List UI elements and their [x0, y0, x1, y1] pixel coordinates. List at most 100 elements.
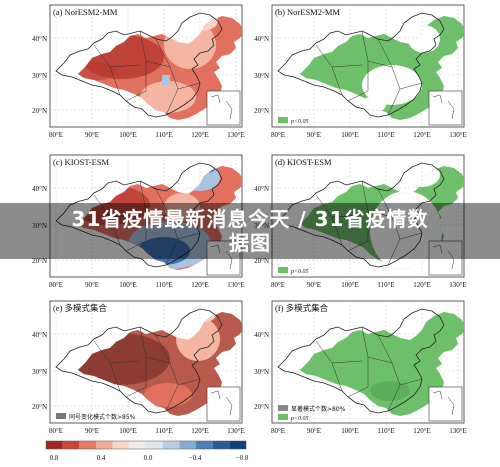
- legend-swatch: [278, 414, 288, 420]
- colorbar-swatch: [62, 441, 80, 449]
- colorbar-swatch: [96, 441, 113, 449]
- lon-tick-label: 120°E: [191, 281, 209, 289]
- lon-tick-label: 90°E: [307, 427, 321, 435]
- legend-swatch: [56, 413, 66, 419]
- map-svg: (d) KIOST-ESM p<0.05 40°N 30°N 20°N 80°E 90°E 1…: [254, 154, 467, 289]
- banner-title: 31省疫情最新消息今天 / 31省疫情数据图: [71, 207, 429, 255]
- lon-tick-label: 80°E: [271, 131, 285, 139]
- lon-tick-label: 130°E: [449, 281, 467, 289]
- lat-tick-label: 40°N: [32, 331, 47, 339]
- lon-tick-label: 100°E: [119, 131, 137, 139]
- lon-tick-label: 90°E: [85, 427, 99, 435]
- lat-tick-label: 40°N: [32, 185, 47, 193]
- lat-tick-label: 40°N: [254, 185, 269, 193]
- china-outline: [55, 162, 223, 268]
- lat-tick-label: 20°N: [254, 257, 269, 265]
- colorbar-frame: [45, 440, 247, 450]
- panel-title: (f) 多模式集合: [275, 303, 329, 313]
- lat-tick-label: 20°N: [254, 107, 269, 115]
- colorbar-swatch: [146, 441, 163, 449]
- legend-swatch: [278, 267, 288, 273]
- china-outline: [277, 162, 445, 268]
- province-lines: [315, 326, 423, 412]
- china-outline: [55, 12, 223, 118]
- lon-tick-label: 80°E: [49, 281, 63, 289]
- lon-tick-label: 110°E: [155, 427, 172, 435]
- lon-tick-label: 90°E: [85, 281, 99, 289]
- inset-islands: [210, 390, 233, 416]
- panel-title: (d) KIOST-ESM: [275, 157, 332, 167]
- panel-b: (b) NorESM2-MM p<0.05 40°N 30°N 20°N 80°E 90°E…: [250, 2, 468, 142]
- province-lines: [93, 180, 201, 266]
- lat-tick-label: 40°N: [32, 35, 47, 43]
- legend-label: 同号变化模式个数>85%: [69, 413, 136, 421]
- colorbar-swatch: [229, 441, 246, 449]
- province-lines: [93, 30, 201, 116]
- lon-tick-label: 120°E: [413, 131, 431, 139]
- map-svg: (c) KIOST-ESM 40°N 30°N 20°N 80°E 90°E 100°E 11…: [32, 154, 245, 289]
- colorbar-svg: 0.8 0.4 0.0 −0.4 −0.8: [45, 440, 249, 462]
- inset-islands: [210, 94, 233, 120]
- lat-tick-label: 20°N: [254, 403, 269, 411]
- legend-label: 显著模式个数>80%: [291, 405, 346, 413]
- china-outline: [277, 308, 445, 414]
- lon-tick-label: 90°E: [307, 281, 321, 289]
- lon-tick-label: 80°E: [271, 281, 285, 289]
- lat-tick-label: 30°N: [254, 368, 269, 376]
- colorbar-label: 0.4: [97, 454, 106, 462]
- inset-box: [206, 386, 241, 422]
- panel-d: (d) KIOST-ESM p<0.05 40°N 30°N 20°N 80°E 90°E 1…: [250, 152, 468, 292]
- panel-title: (b) NorESM2-MM: [275, 7, 340, 17]
- legend-label: p<0.05: [290, 119, 309, 125]
- colorbar-swatch: [179, 441, 196, 449]
- lon-tick-label: 100°E: [119, 427, 137, 435]
- china-outline: [55, 308, 223, 414]
- colorbar-swatch: [162, 441, 180, 449]
- colorbar-label: −0.4: [189, 454, 202, 462]
- lat-tick-label: 40°N: [254, 331, 269, 339]
- legend-label: p<0.05: [290, 416, 309, 422]
- map-svg: (a) NorESM2-MM 40°N 30°N 20°N 80°E 90°E 100°E 1…: [32, 4, 245, 139]
- colorbar-swatch: [112, 441, 130, 449]
- lon-tick-label: 100°E: [341, 427, 359, 435]
- panel-f: (f) 多模式集合显著模式个数>80% p<0.05 40°N 30°N 20°N 80°…: [250, 298, 468, 438]
- colorbar-label: 0.0: [144, 454, 153, 462]
- legend-swatch: [278, 405, 288, 411]
- panel-title: (e) 多模式集合: [53, 303, 108, 313]
- lon-tick-label: 100°E: [341, 281, 359, 289]
- colorbar-label: −0.8: [236, 454, 249, 462]
- province-lines: [93, 326, 201, 412]
- colorbar: 0.8 0.4 0.0 −0.4 −0.8: [40, 440, 252, 462]
- lat-tick-label: 20°N: [32, 107, 47, 115]
- panel-title: (c) KIOST-ESM: [53, 157, 110, 167]
- lon-tick-label: 120°E: [191, 427, 209, 435]
- lat-tick-label: 30°N: [254, 222, 269, 230]
- lon-tick-label: 110°E: [377, 281, 394, 289]
- lon-tick-label: 100°E: [119, 281, 137, 289]
- lon-tick-label: 130°E: [227, 281, 245, 289]
- lon-tick-label: 80°E: [49, 131, 63, 139]
- panel-title: (a) NorESM2-MM: [53, 7, 118, 17]
- colorbar-swatch: [46, 441, 63, 449]
- lon-tick-label: 130°E: [227, 131, 245, 139]
- lon-tick-label: 80°E: [271, 427, 285, 435]
- colorbar-label: 0.8: [50, 454, 59, 462]
- colorbar-swatch: [79, 441, 96, 449]
- lon-tick-label: 110°E: [377, 131, 394, 139]
- lon-tick-label: 130°E: [449, 427, 467, 435]
- legend-label: p<0.05: [290, 269, 309, 275]
- inset-islands: [210, 244, 233, 270]
- legend-swatch: [278, 117, 288, 123]
- inset-islands: [432, 244, 455, 270]
- map-svg: (b) NorESM2-MM p<0.05 40°N 30°N 20°N 80°E 90°E…: [254, 4, 467, 139]
- lat-tick-label: 30°N: [32, 72, 47, 80]
- lon-tick-label: 120°E: [413, 427, 431, 435]
- inset-box: [428, 90, 463, 126]
- inset-islands: [432, 94, 455, 120]
- panel-c: (c) KIOST-ESM 40°N 30°N 20°N 80°E 90°E 100°E 11…: [28, 152, 246, 292]
- lon-tick-label: 130°E: [227, 427, 245, 435]
- lon-tick-label: 90°E: [307, 131, 321, 139]
- colorbar-swatch: [212, 441, 230, 449]
